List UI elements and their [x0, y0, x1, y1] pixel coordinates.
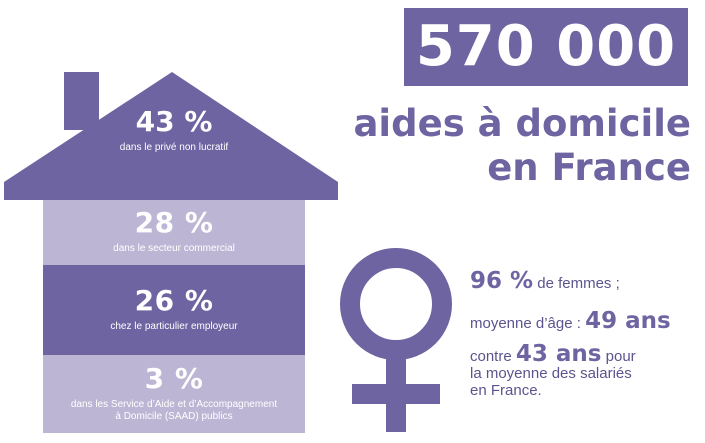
stat-women: 96 % de femmes ;: [470, 268, 620, 294]
segment-commercial: 28 % dans le secteur commercial: [43, 200, 305, 265]
house-chimney: [64, 72, 99, 130]
stat-women-text: de femmes ;: [533, 275, 620, 292]
house-roof-shape: [4, 72, 338, 200]
segment-percent: 26 %: [134, 283, 214, 317]
headline-number: 570 000: [404, 8, 688, 86]
segment-label: dans le privé non lucratif: [119, 142, 229, 153]
stat-women-value: 96 %: [470, 268, 534, 294]
segment-label: chez le particulier employeur: [110, 320, 238, 332]
stat-compare-value: 43 ans: [515, 341, 602, 367]
stat-compare-line: en France.: [470, 382, 542, 399]
stat-compare: contre 43 ans pour la moyenne des salari…: [470, 343, 700, 400]
segment-label: dans le secteur commercial: [113, 243, 235, 255]
segment-private-employer: 26 % chez le particulier employeur: [43, 265, 305, 355]
segment-private-nonprofit: 43 % dans le privé non lucratif: [43, 105, 305, 154]
segment-label-line: dans les Service d’Aide et d’Accompagnem…: [70, 398, 278, 410]
house-eave-left: [4, 182, 43, 200]
segment-label-line: à Domicile (SAAD) publics: [115, 411, 233, 422]
segment-percent: 28 %: [134, 206, 214, 240]
house-roof: [4, 72, 338, 200]
stat-age-value: 49 ans: [585, 308, 671, 334]
headline-subtitle: aides à domicile en France: [331, 102, 691, 190]
stat-compare-text: pour: [601, 348, 636, 365]
segment-percent: 43 %: [135, 105, 213, 138]
headline-subtitle-line: aides à domicile: [353, 102, 691, 145]
segment-percent: 3 %: [144, 361, 204, 395]
headline-subtitle-line: en France: [487, 146, 691, 189]
stat-age: moyenne d’âge : 49 ans: [470, 308, 671, 334]
stat-age-text: moyenne d’âge :: [470, 315, 586, 332]
female-symbol-icon: [340, 248, 452, 432]
stat-compare-line: la moyenne des salariés: [470, 365, 632, 382]
segment-public-saad: 3 % dans les Service d’Aide et d’Accompa…: [43, 355, 305, 433]
segment-label: dans les Service d’Aide et d’Accompagnem…: [71, 399, 277, 424]
house-body-top: [43, 182, 305, 200]
stat-compare-text: contre: [470, 348, 516, 365]
